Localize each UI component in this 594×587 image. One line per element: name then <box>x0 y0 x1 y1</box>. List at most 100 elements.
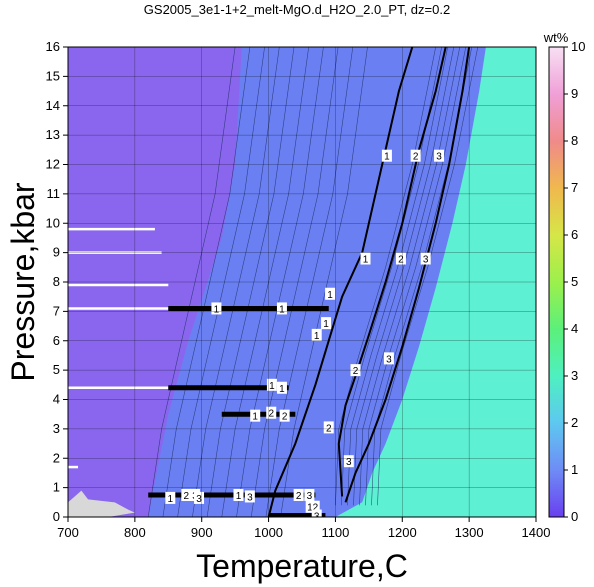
heatmap-field: 1231231111123111222312331323123 <box>68 47 536 523</box>
contour-label-box <box>181 488 192 501</box>
contour-label-box <box>165 491 176 504</box>
contour-label: 2 <box>398 255 404 266</box>
x-tick-label: 700 <box>57 525 79 540</box>
y-tick-label: 11 <box>47 186 61 201</box>
contour-label-box <box>276 302 287 315</box>
x-tick-label: 900 <box>191 525 213 540</box>
contour-label: 2 <box>282 412 288 423</box>
contour-line-2 <box>337 47 447 497</box>
contour-label: 1 <box>269 381 275 392</box>
y-tick-label: 8 <box>53 274 60 289</box>
contour-label-box <box>360 252 371 265</box>
contour-label: 2 <box>353 366 359 377</box>
contour-label: 1 <box>236 491 242 502</box>
contour-label: 1 <box>168 494 174 505</box>
contour-label-box <box>266 406 277 419</box>
contour-label-box <box>325 287 336 300</box>
y-tick-label: 12 <box>46 157 60 172</box>
y-tick-label: 13 <box>46 127 60 142</box>
contour-label: 2 <box>296 491 302 502</box>
contour-label-box <box>276 381 287 394</box>
contour-label: 3 <box>196 494 202 505</box>
contour-label: 3 <box>307 491 313 502</box>
contour-label: 1 <box>314 331 320 342</box>
y-tick-label: 16 <box>46 39 60 54</box>
contour-label: 3 <box>314 512 320 523</box>
colorbar-tick-label: 4 <box>571 321 578 336</box>
y-tick-label: 15 <box>46 68 60 83</box>
colorbar-tick-label: 1 <box>571 462 578 477</box>
contour-label-box <box>194 491 205 504</box>
colorbar-label: wt% <box>543 30 569 45</box>
contour-label-box <box>250 409 261 422</box>
contour-label: 3 <box>386 354 392 365</box>
y-tick-label: 0 <box>53 509 60 524</box>
colorbar-tick-label: 3 <box>571 368 578 383</box>
plot-area: 1231231111123111222312331323123700800900… <box>46 39 551 540</box>
contour-label: 3 <box>436 152 442 163</box>
chart-title: GS2005_3e1-1+2_melt-MgO.d_H2O_2.0_PT, dz… <box>144 2 450 17</box>
x-tick-label: 1400 <box>522 525 551 540</box>
contour-label: 1 <box>214 304 220 315</box>
contour-label: 3 <box>423 255 429 266</box>
contour-label: 1 <box>252 412 258 423</box>
colorbar-tick-label: 8 <box>571 133 578 148</box>
contour-label: 1 <box>279 304 285 315</box>
contour-label: 2 <box>413 152 419 163</box>
contour-label-box <box>311 509 322 517</box>
contour-label: 1 <box>363 255 369 266</box>
colorbar-tick-label: 5 <box>571 274 578 289</box>
contour-label: 1 <box>327 290 333 301</box>
colorbar-tick-label: 0 <box>571 509 578 524</box>
contour-label-box <box>266 378 277 391</box>
contour-label: 3 <box>346 457 352 468</box>
y-tick-label: 1 <box>53 480 60 495</box>
contour-label: 3 <box>247 492 253 503</box>
contour-label-box <box>383 352 394 365</box>
contour-label-box <box>395 252 406 265</box>
colorbar-tick-label: 10 <box>571 39 585 54</box>
x-tick-label: 1000 <box>254 525 283 540</box>
colorbar-scale <box>548 46 565 518</box>
y-tick-label: 4 <box>53 392 60 407</box>
x-tick-label: 1200 <box>388 525 417 540</box>
colorbar: 0 1 2 3 4 5 6 7 8 9 10 <box>548 39 585 524</box>
y-tick-label: 10 <box>46 215 60 230</box>
y-tick-label: 6 <box>53 333 60 348</box>
contour-label-box <box>321 317 332 330</box>
contour-label-box <box>233 488 244 501</box>
y-tick-label: 7 <box>53 303 60 318</box>
colorbar-tick-label: 6 <box>571 227 578 242</box>
contour-label-box <box>244 490 255 503</box>
contour-label: 2 <box>184 491 190 502</box>
contour-label-box <box>434 149 445 162</box>
contour-label-box <box>304 488 315 501</box>
contour-label-box <box>311 328 322 341</box>
colorbar-tick-label: 2 <box>571 415 578 430</box>
contour-label-box <box>279 409 290 422</box>
contour-label-box <box>410 149 421 162</box>
contour-label-box <box>323 421 334 434</box>
y-tick-label: 2 <box>53 450 60 465</box>
colorbar-tick-label: 7 <box>571 180 578 195</box>
contour-label-box <box>293 488 304 501</box>
y-tick-label: 5 <box>53 362 60 377</box>
y-tick-label: 9 <box>53 245 60 260</box>
contour-label: 1 <box>384 152 390 163</box>
contour-label: 2 <box>268 409 274 420</box>
contour-label-box <box>211 302 222 315</box>
x-tick-label: 1300 <box>455 525 484 540</box>
x-tick-label: 1100 <box>321 525 349 540</box>
x-axis-label: Temperature,C <box>196 548 408 584</box>
colorbar-tick-label: 9 <box>571 86 578 101</box>
y-tick-label: 3 <box>53 421 60 436</box>
contour-label-box <box>381 149 392 162</box>
contour-label: 1 <box>279 384 285 395</box>
contour-label-box <box>420 252 431 265</box>
contour-label-box <box>343 455 354 468</box>
region-no-data <box>68 490 135 517</box>
y-tick-label: 14 <box>46 98 60 113</box>
contour-label: 1 <box>323 319 329 330</box>
contour-label: 12 <box>307 503 319 514</box>
